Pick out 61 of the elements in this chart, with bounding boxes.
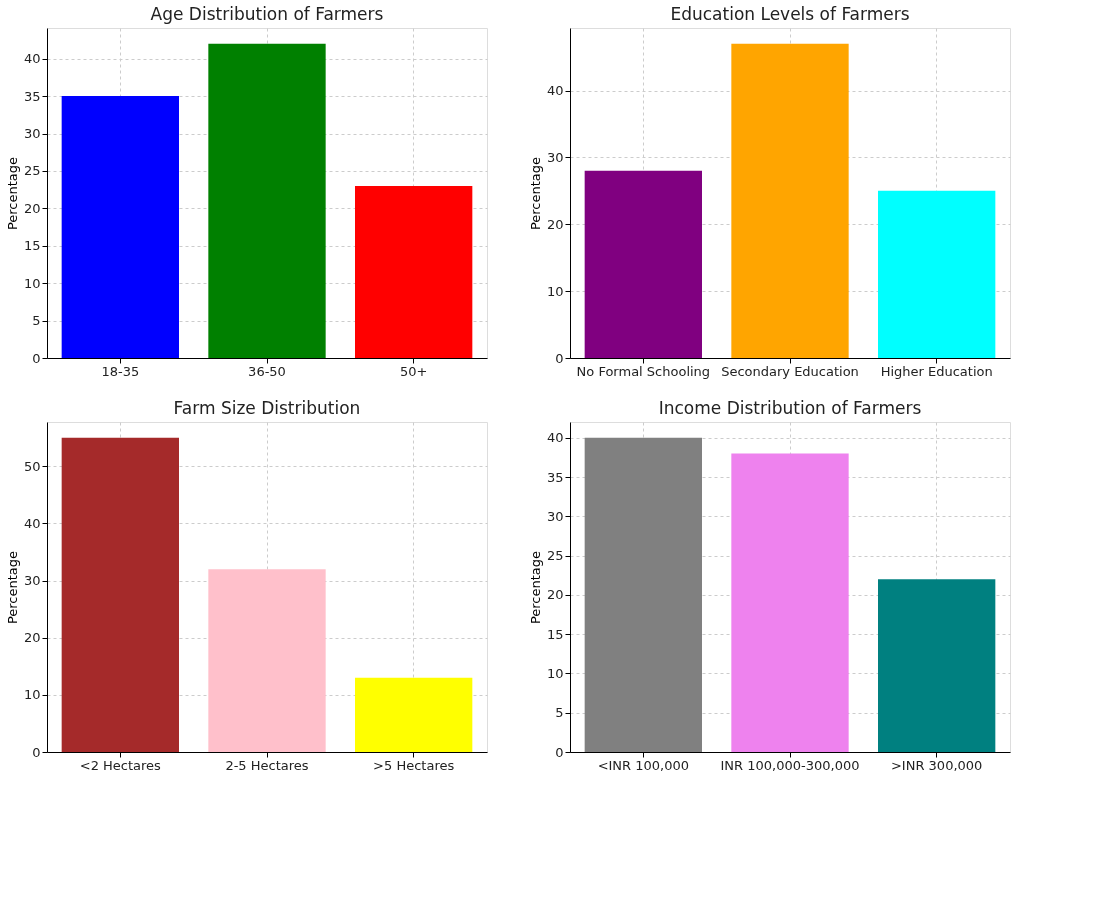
y-tick-label: 10: [546, 283, 564, 299]
y-tick-label: 30: [23, 126, 41, 142]
y-tick-label: 40: [23, 51, 41, 67]
y-tick-label: 25: [23, 163, 41, 179]
y-tick-label: 15: [23, 238, 41, 254]
y-tick-label: 5: [32, 313, 41, 329]
x-tick-label: 50+: [399, 363, 428, 379]
y-tick-label: 30: [546, 149, 564, 165]
y-tick-label: 35: [23, 88, 41, 104]
y-tick-label: 15: [546, 626, 564, 642]
y-tick-label: 30: [23, 573, 41, 589]
x-tick-label: <2 Hectares: [79, 757, 162, 773]
bar: [355, 677, 473, 752]
x-tick-label: Secondary Education: [721, 363, 859, 379]
y-tick-label: 25: [546, 548, 564, 564]
bar: [731, 43, 849, 358]
bar: [355, 185, 473, 358]
chart-title: Income Distribution of Farmers: [658, 398, 922, 418]
x-tick-label: Higher Education: [880, 363, 993, 379]
y-tick-label: 10: [23, 687, 41, 703]
x-tick-label: No Formal Schooling: [576, 363, 711, 379]
y-tick-label: 0: [32, 744, 41, 760]
bar: [731, 453, 849, 752]
x-tick-label: 2-5 Hectares: [225, 757, 309, 773]
chart-title: Farm Size Distribution: [173, 398, 361, 418]
y-tick-label: 40: [546, 430, 564, 446]
y-axis-title: Percentage: [4, 156, 20, 231]
y-tick-label: 0: [555, 744, 564, 760]
bar: [878, 190, 996, 358]
y-tick-label: 10: [23, 275, 41, 291]
y-tick-label: 30: [546, 508, 564, 524]
y-axis-title: Percentage: [527, 156, 543, 231]
y-tick-label: 20: [546, 587, 564, 603]
y-tick-label: 0: [555, 350, 564, 366]
y-tick-label: 20: [23, 630, 41, 646]
y-tick-label: 0: [32, 350, 41, 366]
bar: [584, 437, 702, 752]
y-tick-label: 50: [23, 458, 41, 474]
chart-title: Education Levels of Farmers: [670, 4, 910, 24]
y-tick-label: 20: [546, 216, 564, 232]
bar: [61, 437, 179, 752]
x-tick-label: 36-50: [248, 363, 286, 379]
bar: [878, 579, 996, 752]
y-tick-label: 5: [555, 705, 564, 721]
x-tick-label: >INR 300,000: [890, 757, 983, 773]
x-tick-label: INR 100,000-300,000: [720, 757, 860, 773]
y-axis-title: Percentage: [527, 550, 543, 625]
y-tick-label: 20: [23, 200, 41, 216]
bar: [61, 96, 179, 358]
y-tick-label: 40: [546, 83, 564, 99]
x-tick-label: 18-35: [101, 363, 140, 379]
x-tick-label: <INR 100,000: [597, 757, 690, 773]
bar: [584, 170, 702, 358]
y-tick-label: 10: [546, 665, 564, 681]
y-tick-label: 35: [546, 469, 564, 485]
x-tick-label: >5 Hectares: [373, 757, 455, 773]
y-tick-label: 40: [23, 515, 41, 531]
bar: [208, 43, 326, 358]
chart-title: Age Distribution of Farmers: [150, 4, 384, 24]
bar: [208, 569, 326, 752]
y-axis-title: Percentage: [4, 550, 20, 625]
